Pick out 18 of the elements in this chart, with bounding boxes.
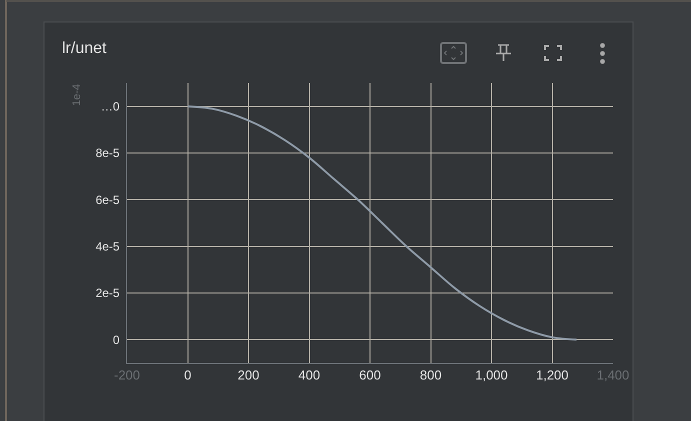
x-tick-label: 1,200 (536, 368, 569, 383)
y-tick-label: 8e-5 (96, 146, 120, 160)
y-tick-label: 4e-5 (96, 240, 120, 254)
x-tick-label: 200 (238, 368, 260, 383)
x-tick-label: 1,400 (596, 368, 630, 383)
y-tick-label: 0 (112, 332, 120, 347)
x-tick-label: 1,000 (475, 368, 508, 383)
x-tick-label: 0 (184, 368, 192, 383)
chart-title: lr/unet (62, 40, 108, 58)
y-tick-label: …0 (100, 100, 120, 114)
x-tick-label: 400 (298, 368, 320, 383)
y-tick-label: 6e-5 (96, 192, 120, 207)
line-series (186, 105, 578, 341)
x-tick-label: 600 (359, 368, 381, 383)
x-tick-label: -200 (114, 368, 140, 383)
x-tick-label: 800 (420, 368, 442, 383)
text: 1e-4 (71, 84, 83, 106)
y-tick-label: 2e-5 (96, 286, 120, 300)
